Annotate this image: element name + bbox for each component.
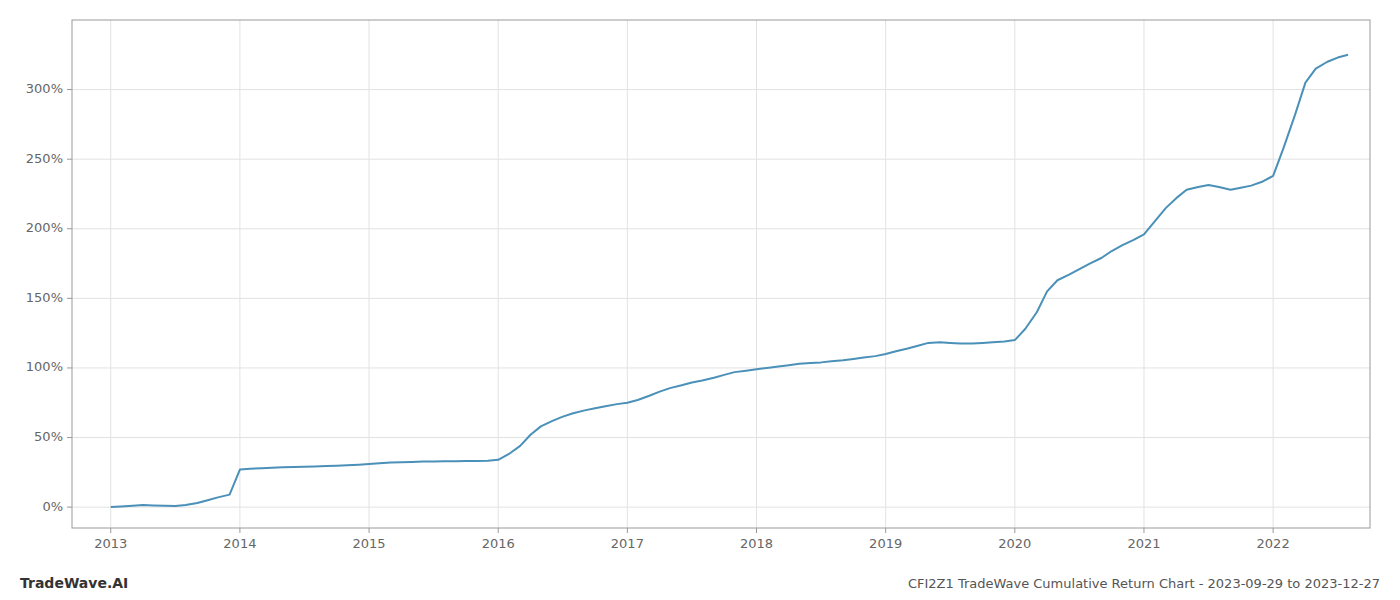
tick-y bbox=[67, 507, 72, 508]
grid-line-y bbox=[72, 367, 1370, 368]
grid-line-x bbox=[1014, 20, 1015, 528]
texts: TradeWave.AI CFI2Z1 TradeWave Cumulative … bbox=[20, 575, 1380, 591]
tick-label-x: 2019 bbox=[869, 536, 902, 551]
tick-label-x: 2016 bbox=[482, 536, 515, 551]
grid-line-x bbox=[1143, 20, 1144, 528]
grid-line-x bbox=[239, 20, 240, 528]
plot-frame bbox=[72, 20, 1370, 528]
tick-x bbox=[369, 528, 370, 533]
tick-label-x: 2014 bbox=[223, 536, 256, 551]
grid-line-x bbox=[110, 20, 111, 528]
tick-label-x: 2013 bbox=[94, 536, 127, 551]
tick-x bbox=[885, 528, 886, 533]
grid-line-x bbox=[627, 20, 628, 528]
tick-label-x: 2017 bbox=[611, 536, 644, 551]
tick-label-x: 2018 bbox=[740, 536, 773, 551]
watermark: TradeWave.AI bbox=[20, 575, 128, 591]
tick-x bbox=[239, 528, 240, 533]
grid-line-x bbox=[1273, 20, 1274, 528]
grid-line-y bbox=[72, 228, 1370, 229]
tick-label-x: 2021 bbox=[1127, 536, 1160, 551]
tick-label-x: 2015 bbox=[353, 536, 386, 551]
title: CFI2Z1 TradeWave Cumulative Return Chart… bbox=[908, 576, 1380, 591]
tick-label-y: 100% bbox=[26, 359, 63, 374]
tick-label-y: 150% bbox=[26, 290, 63, 305]
tick-x bbox=[1273, 528, 1274, 533]
grid-line-x bbox=[885, 20, 886, 528]
tick-y bbox=[67, 228, 72, 229]
chart: 0% 50% 100% 150% 200% 250% 300% 2013 2014 2015 201… bbox=[0, 0, 1400, 600]
grid-line-y bbox=[72, 437, 1370, 438]
tick-x bbox=[110, 528, 111, 533]
grid-line-y bbox=[72, 298, 1370, 299]
axes: 0% 50% 100% 150% 200% 250% 300% 2013 2014 2015 201… bbox=[26, 20, 1370, 551]
tick-y bbox=[67, 367, 72, 368]
tick-label-y: 300% bbox=[26, 81, 63, 96]
tick-y bbox=[67, 159, 72, 160]
tick-label-y: 0% bbox=[42, 499, 63, 514]
tick-x bbox=[1014, 528, 1015, 533]
tick-label-y: 250% bbox=[26, 151, 63, 166]
tick-y bbox=[67, 437, 72, 438]
grid-line-y bbox=[72, 159, 1370, 160]
tick-y bbox=[67, 89, 72, 90]
grid-line-y bbox=[72, 507, 1370, 508]
tick-y bbox=[67, 298, 72, 299]
tick-label-x: 2020 bbox=[998, 536, 1031, 551]
tick-x bbox=[498, 528, 499, 533]
grid-line-x bbox=[498, 20, 499, 528]
line bbox=[111, 55, 1348, 507]
tick-label-y: 50% bbox=[34, 429, 63, 444]
grid-line-x bbox=[756, 20, 757, 528]
grid bbox=[72, 20, 1370, 528]
tick-label-x: 2022 bbox=[1257, 536, 1290, 551]
tick-x bbox=[756, 528, 757, 533]
tick-x bbox=[1143, 528, 1144, 533]
plot-area bbox=[111, 55, 1348, 507]
grid-line-y bbox=[72, 89, 1370, 90]
grid-line-x bbox=[369, 20, 370, 528]
tick-x bbox=[627, 528, 628, 533]
tick-label-y: 200% bbox=[26, 220, 63, 235]
